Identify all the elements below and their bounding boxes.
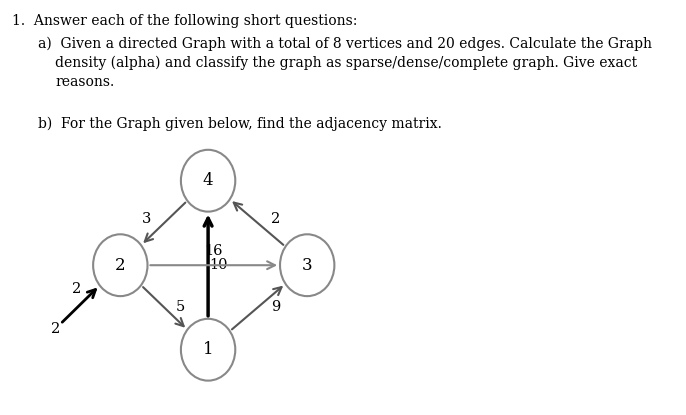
Ellipse shape	[181, 319, 235, 381]
Text: 1.  Answer each of the following short questions:: 1. Answer each of the following short qu…	[12, 14, 357, 28]
Text: 5: 5	[176, 300, 185, 315]
Text: 3: 3	[302, 257, 313, 274]
Text: 2: 2	[271, 212, 281, 226]
Text: 1: 1	[203, 341, 213, 358]
Ellipse shape	[181, 150, 235, 212]
Text: 4: 4	[203, 172, 213, 189]
Text: 10: 10	[209, 258, 228, 272]
Text: reasons.: reasons.	[55, 75, 115, 89]
Text: 2: 2	[72, 282, 81, 296]
Text: b)  For the Graph given below, find the adjacency matrix.: b) For the Graph given below, find the a…	[38, 117, 442, 131]
Text: 9: 9	[271, 300, 281, 315]
Ellipse shape	[280, 234, 334, 296]
Text: a)  Given a directed Graph with a total of 8 vertices and 20 edges. Calculate th: a) Given a directed Graph with a total o…	[38, 37, 652, 51]
Text: 3: 3	[141, 212, 151, 226]
Text: 16: 16	[204, 244, 223, 258]
Text: density (alpha) and classify the graph as sparse/dense/complete graph. Give exac: density (alpha) and classify the graph a…	[55, 56, 637, 70]
Text: 2: 2	[51, 322, 60, 336]
Text: 2: 2	[115, 257, 126, 274]
Ellipse shape	[93, 234, 147, 296]
